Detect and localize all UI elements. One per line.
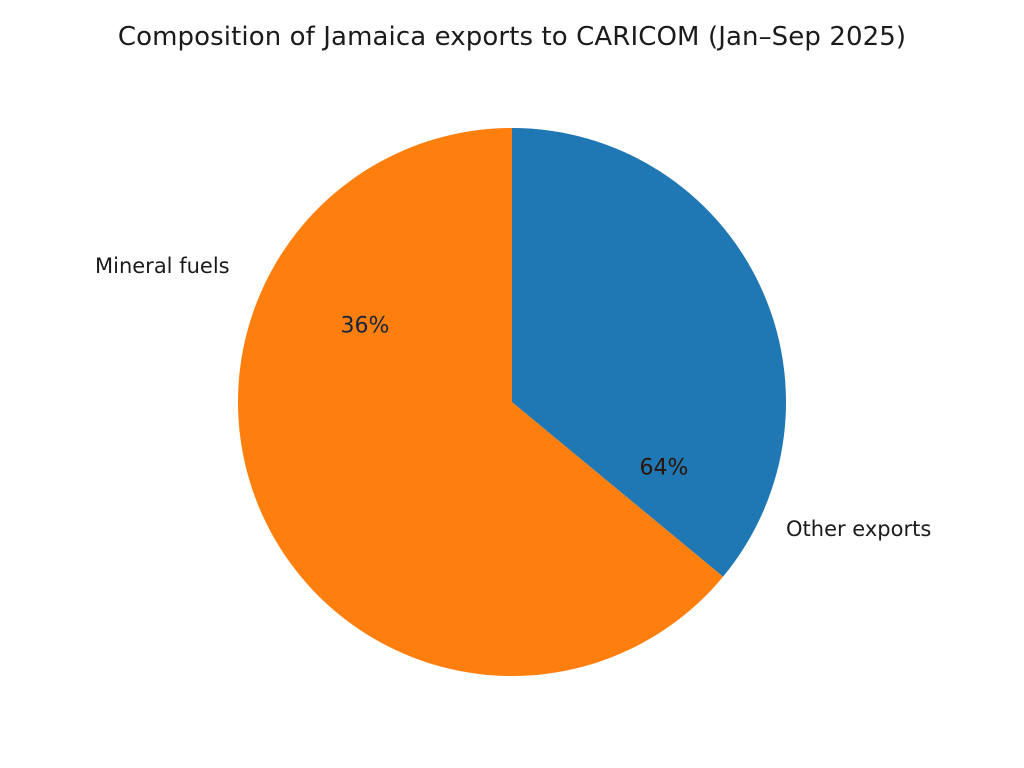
pie-slice-other-exports[interactable] <box>238 128 724 676</box>
pie-percent-label-other-exports: 64% <box>639 455 689 481</box>
pie-category-label-other-exports: Other exports <box>786 517 932 541</box>
pie-category-label-mineral-fuels: Mineral fuels <box>95 254 230 278</box>
chart-title: Composition of Jamaica exports to CARICO… <box>117 22 907 52</box>
pie-slice-mineral-fuels[interactable] <box>512 128 786 577</box>
pie-percent-label-mineral-fuels: 36% <box>340 313 390 339</box>
pie-chart <box>238 128 786 676</box>
pie-slice-group <box>238 128 786 676</box>
